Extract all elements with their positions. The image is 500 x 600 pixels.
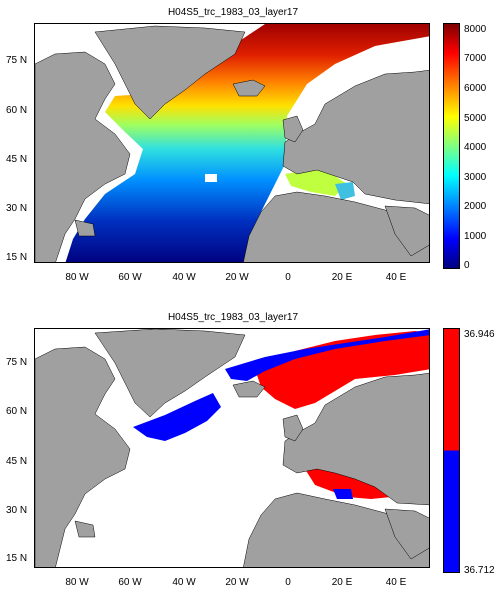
bottom-lon-label-0: 0: [285, 577, 291, 588]
top-lon-label-40w: 40 W: [172, 272, 196, 283]
bottom-lon-label-20w: 20 W: [225, 577, 249, 588]
top-colorbar-tick-6000: 6000: [464, 83, 487, 94]
land-british-isles: [282, 414, 304, 442]
land-greenland: [94, 25, 246, 120]
east-med-field: [335, 182, 355, 200]
low-value-region-labrador: [133, 393, 221, 441]
tracer-field: [65, 24, 429, 262]
land-caribbean: [74, 219, 96, 237]
top-lat-label-15: 15 N: [6, 252, 28, 263]
land-iceland: [232, 380, 266, 398]
land-caribbean: [74, 520, 96, 538]
land-north-america: [35, 346, 131, 567]
top-colorbar-tick-7000: 7000: [464, 53, 487, 64]
bottom-lat-label-15: 15 N: [6, 553, 28, 564]
bottom-colorbar-tick-max: 36.946: [464, 329, 495, 340]
top-map-panel: H04S5_trc_1983_03_layer17: [6, 7, 487, 283]
top-lat-label-75: 75 N: [6, 55, 28, 66]
top-lon-label-20e: 20 E: [331, 272, 353, 283]
land-british-isles: [282, 115, 304, 143]
nodata-pocket: [205, 174, 217, 182]
top-colorbar-tick-2000: 2000: [464, 201, 487, 212]
land-africa: [243, 191, 429, 262]
top-colorbar-tick-0: 0: [464, 260, 470, 271]
mediterranean-field: [285, 169, 347, 196]
low-value-region-arctic: [225, 329, 429, 381]
bottom-lon-label-60w: 60 W: [118, 577, 142, 588]
top-lat-label-30: 30 N: [6, 203, 28, 214]
bottom-map-title: H04S5_trc_1983_03_layer17: [167, 312, 299, 323]
bottom-lon-label-80w: 80 W: [65, 577, 89, 588]
top-map-plot: [34, 23, 430, 263]
bottom-map-plot: [34, 328, 430, 568]
top-lat-label-45: 45 N: [6, 154, 28, 165]
top-lon-label-0: 0: [285, 272, 291, 283]
top-lat-label-60: 60 N: [6, 105, 28, 116]
land-north-america: [35, 51, 131, 262]
land-arabia: [384, 205, 429, 257]
bottom-colorbar-tick-min: 36.712: [464, 565, 495, 576]
top-map-svg: [35, 24, 429, 262]
bottom-lon-label-40e: 40 E: [385, 577, 407, 588]
top-colorbar-tick-3000: 3000: [464, 172, 487, 183]
top-lon-label-20w: 20 W: [225, 272, 249, 283]
bottom-lat-label-30: 30 N: [6, 505, 28, 516]
bottom-map-svg: [35, 329, 429, 567]
top-map-title: H04S5_trc_1983_03_layer17: [167, 7, 299, 18]
land-africa: [243, 492, 429, 567]
low-value-region-mediterranean: [333, 489, 353, 499]
top-colorbar: [443, 23, 460, 269]
top-lon-label-40e: 40 E: [385, 272, 407, 283]
bottom-map-panel: H04S5_trc_1983_03_layer17 75 N 60 N 45 N…: [0, 300, 500, 600]
bottom-lat-label-45: 45 N: [6, 456, 28, 467]
bottom-lon-label-40w: 40 W: [172, 577, 196, 588]
top-colorbar-tick-8000: 8000: [464, 24, 487, 35]
top-lon-label-80w: 80 W: [65, 272, 89, 283]
top-lon-label-60w: 60 W: [118, 272, 142, 283]
bottom-lon-label-20e: 20 E: [331, 577, 353, 588]
bottom-lat-label-60: 60 N: [6, 406, 28, 417]
bottom-lat-label-75: 75 N: [6, 357, 28, 368]
land-greenland: [94, 329, 246, 418]
top-colorbar-tick-4000: 4000: [464, 142, 487, 153]
high-value-region-mediterranean: [305, 465, 391, 499]
top-colorbar-tick-1000: 1000: [464, 231, 487, 242]
land-iceland: [232, 79, 266, 97]
top-colorbar-tick-5000: 5000: [464, 113, 487, 124]
bottom-colorbar: [443, 328, 460, 573]
land-arabia: [384, 508, 429, 560]
